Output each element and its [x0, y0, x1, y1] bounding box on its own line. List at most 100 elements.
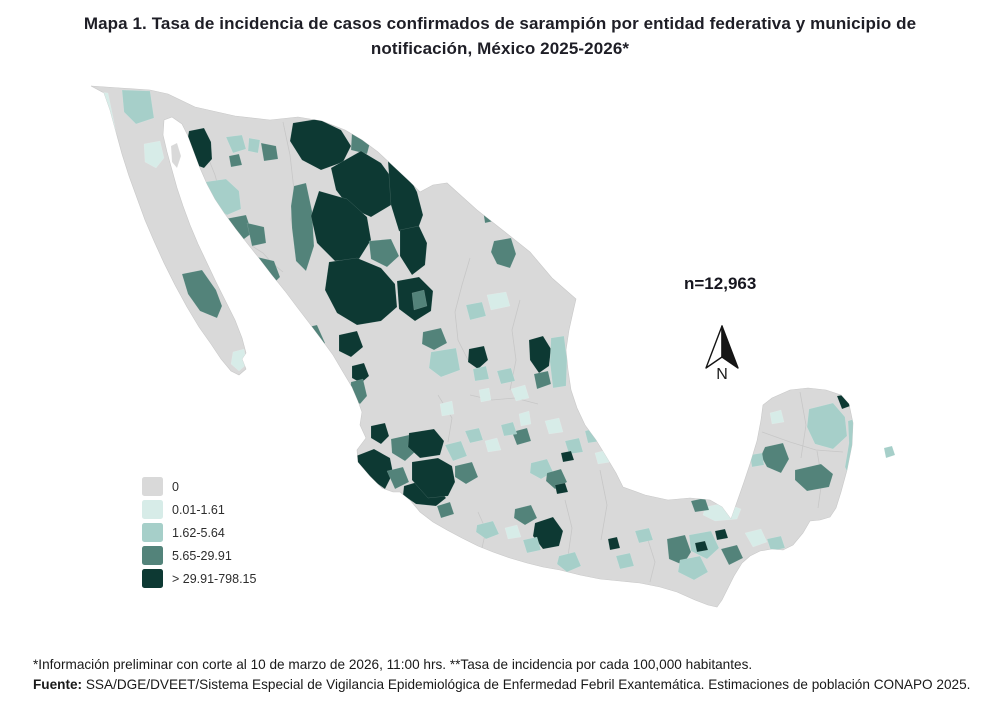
footnote-source: Fuente: SSA/DGE/DVEET/Sistema Especial d…: [33, 675, 971, 695]
legend-swatch: [142, 477, 163, 496]
choropleth-region: [560, 450, 575, 463]
choropleth-region: [883, 445, 896, 459]
choropleth-region: [544, 417, 564, 435]
choropleth-region: [454, 461, 479, 485]
choropleth-region: [510, 384, 530, 402]
choropleth-region: [615, 552, 635, 570]
legend-item: 0.01-1.61: [142, 500, 256, 519]
choropleth-region: [181, 269, 223, 319]
legend-label: 0.01-1.61: [172, 502, 225, 517]
choropleth-region: [246, 222, 267, 247]
choropleth-region: [411, 289, 428, 311]
north-arrow-label: N: [716, 366, 728, 383]
choropleth-region: [370, 422, 390, 445]
choropleth-region: [518, 410, 532, 427]
choropleth-region: [556, 551, 582, 573]
legend-label: > 29.91-798.15: [172, 571, 257, 586]
municipality-regions: [92, 89, 853, 581]
choropleth-region: [465, 301, 487, 321]
legend-label: 1.62-5.64: [172, 525, 225, 540]
legend-swatch: [142, 569, 163, 588]
choropleth-region: [749, 452, 765, 468]
choropleth-region: [511, 427, 532, 446]
north-arrow-icon: [705, 325, 739, 369]
choropleth-region: [806, 402, 848, 450]
choropleth-region: [247, 137, 261, 154]
choropleth-region: [554, 482, 569, 495]
choropleth-region: [444, 440, 468, 462]
choropleth-region: [522, 536, 542, 554]
legend-swatch: [142, 546, 163, 565]
footnote-note: *Información preliminar con corte al 10 …: [33, 657, 753, 672]
choropleth-region: [439, 400, 455, 417]
choropleth-region: [714, 528, 729, 541]
choropleth-region: [532, 516, 564, 550]
legend-swatch: [142, 523, 163, 542]
choropleth-region: [170, 142, 182, 169]
case-count-label: n=12,963: [684, 274, 757, 293]
island-regions: [170, 142, 896, 459]
choropleth-region: [666, 534, 692, 566]
mexico-landmass: [90, 85, 854, 608]
map-title: Mapa 1. Tasa de incidencia de casos conf…: [83, 14, 917, 58]
legend-item: 5.65-29.91: [142, 546, 256, 565]
choropleth-region: [407, 428, 445, 459]
choropleth-region: [528, 335, 552, 374]
choropleth-region: [694, 540, 709, 553]
choropleth-region: [464, 427, 484, 444]
legend-item: 0: [142, 477, 256, 496]
choropleth-region: [436, 501, 455, 519]
choropleth-region: [513, 504, 538, 526]
choropleth-region: [634, 527, 654, 544]
choropleth-region: [290, 182, 315, 272]
choropleth-region: [411, 457, 456, 499]
choropleth-region: [467, 345, 489, 370]
choropleth-region: [399, 225, 428, 276]
source-text: SSA/DGE/DVEET/Sistema Especial de Vigila…: [82, 677, 971, 693]
choropleth-region: [350, 130, 372, 155]
legend-swatch: [142, 500, 163, 519]
legend: 0 0.01-1.61 1.62-5.64 5.65-29.91 > 29.91-798…: [142, 477, 256, 592]
choropleth-region: [260, 142, 279, 162]
choropleth-region: [121, 89, 155, 125]
choropleth-region: [225, 134, 247, 154]
choropleth-region: [421, 327, 448, 351]
choropleth-region: [484, 437, 502, 453]
source-label: Fuente:: [33, 677, 83, 693]
choropleth-region: [428, 347, 461, 378]
choropleth-region: [769, 409, 785, 425]
choropleth-region: [475, 520, 500, 540]
choropleth-region: [478, 387, 492, 403]
choropleth-region: [486, 291, 511, 311]
choropleth-region: [677, 555, 709, 581]
choropleth-region: [351, 362, 370, 384]
choropleth-region: [564, 437, 584, 455]
choropleth-region: [307, 350, 328, 372]
choropleth-region: [720, 544, 744, 566]
choropleth-region: [607, 536, 621, 551]
choropleth-region: [744, 528, 768, 548]
choropleth-region: [368, 238, 400, 268]
legend-label: 0: [172, 479, 179, 494]
choropleth-region: [490, 237, 517, 269]
choropleth-region: [230, 348, 248, 372]
choropleth-region: [549, 335, 568, 389]
legend-item: 1.62-5.64: [142, 523, 256, 542]
footnotes: *Información preliminar con corte al 10 …: [33, 655, 971, 695]
choropleth-region: [472, 365, 490, 382]
choropleth-region: [496, 367, 516, 385]
choropleth-region: [794, 463, 834, 492]
choropleth-region: [386, 466, 410, 490]
choropleth-region: [324, 257, 398, 326]
choropleth-region: [143, 140, 165, 169]
choropleth-region: [504, 524, 522, 540]
choropleth-region: [533, 370, 552, 390]
legend-label: 5.65-29.91: [172, 548, 232, 563]
legend-item: > 29.91-798.15: [142, 569, 256, 588]
choropleth-region: [228, 153, 243, 168]
choropleth-region: [844, 416, 853, 485]
choropleth-region: [338, 330, 364, 358]
choropleth-region: [766, 535, 786, 552]
